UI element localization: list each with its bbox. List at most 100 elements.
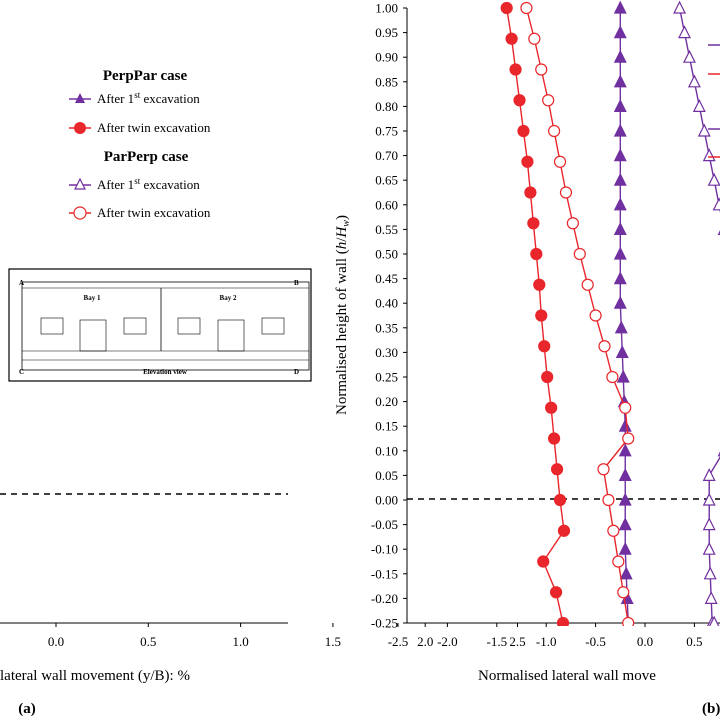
data-point bbox=[613, 123, 627, 137]
data-point bbox=[692, 99, 706, 113]
data-point bbox=[619, 566, 633, 580]
x-tick-label: -0.5 bbox=[585, 634, 606, 649]
legend-item-parperp-twin: After twin excavation bbox=[69, 205, 211, 220]
series bbox=[500, 1, 601, 720]
y-tick-label: 0.95 bbox=[375, 25, 398, 40]
data-point bbox=[708, 615, 720, 626]
panel-a-x-axis-label: lateral wall movement (y/B): % bbox=[0, 668, 190, 684]
data-point bbox=[613, 74, 627, 88]
y-tick-label: -0.20 bbox=[371, 591, 398, 606]
data-point bbox=[613, 295, 627, 309]
data-point bbox=[678, 25, 691, 39]
legend-marker-filled-triangle bbox=[75, 93, 85, 103]
y-tick-label: 0.90 bbox=[375, 50, 398, 65]
inset-bay-1: Bay 1 bbox=[84, 294, 101, 302]
data-point bbox=[548, 124, 561, 138]
data-point bbox=[533, 278, 546, 291]
data-point bbox=[505, 32, 518, 45]
data-point bbox=[622, 616, 635, 626]
data-point bbox=[687, 74, 701, 88]
panel-b-series bbox=[500, 0, 720, 720]
data-point bbox=[614, 320, 628, 334]
data-point bbox=[702, 541, 716, 555]
data-point bbox=[537, 555, 550, 568]
legend: PerpPar case After 1st excavation After … bbox=[69, 68, 211, 220]
panel-b-y-axis-label: Normalised height of wall (h/Hw) bbox=[334, 215, 352, 415]
legend-group-perppar: PerpPar case bbox=[103, 68, 188, 84]
data-point bbox=[521, 155, 534, 168]
legend-marker-filled-circle bbox=[74, 122, 86, 134]
data-point bbox=[613, 246, 627, 260]
panel-b-label: (b) bbox=[702, 701, 720, 717]
y-tick-label: 0.80 bbox=[375, 99, 398, 114]
svg-text:After 1st excavation: After 1st excavation bbox=[97, 90, 200, 106]
inset-corner-c: C bbox=[19, 368, 24, 376]
data-point bbox=[527, 217, 540, 230]
y-tick-label: -0.05 bbox=[371, 517, 398, 532]
data-point bbox=[535, 309, 548, 322]
panel-b: 1.00 0.95 0.90 0.85 0.80 0.75 0.70 0.65 0.60 0.55… bbox=[334, 0, 720, 720]
data-point bbox=[613, 0, 627, 14]
data-point bbox=[553, 155, 567, 168]
data-point bbox=[613, 148, 627, 162]
x-tick-label: 1.0 bbox=[232, 634, 248, 649]
data-point bbox=[703, 566, 717, 580]
x-tick-label: 0.0 bbox=[637, 634, 653, 649]
data-point bbox=[520, 1, 533, 15]
data-point bbox=[712, 197, 720, 211]
y-tick-label: 1.00 bbox=[375, 1, 398, 16]
data-point bbox=[702, 468, 716, 481]
x-tick-label: 2.0 bbox=[417, 634, 433, 649]
data-point bbox=[545, 401, 558, 414]
data-point bbox=[704, 591, 718, 605]
data-point bbox=[590, 716, 601, 720]
y-tick-label: -0.25 bbox=[371, 616, 398, 631]
inset-bay-2: Bay 2 bbox=[220, 294, 237, 302]
data-point bbox=[613, 99, 627, 113]
legend-item-parperp-1st: After 1st excavation bbox=[69, 176, 200, 192]
x-tick-label: 0.0 bbox=[48, 634, 64, 649]
legend-marker-open-circle bbox=[73, 206, 87, 220]
data-point bbox=[530, 247, 543, 261]
data-point bbox=[702, 492, 716, 506]
series bbox=[673, 0, 720, 626]
data-point bbox=[619, 401, 632, 414]
x-tick-label: -1.5 bbox=[487, 634, 508, 649]
data-point bbox=[602, 493, 615, 507]
data-point bbox=[618, 468, 632, 481]
x-tick-label: 0.5 bbox=[140, 634, 156, 649]
series bbox=[520, 1, 635, 626]
y-tick-label: 0.30 bbox=[375, 345, 398, 360]
data-point bbox=[589, 309, 602, 322]
data-point bbox=[707, 172, 720, 186]
data-point bbox=[549, 586, 563, 599]
data-point bbox=[697, 123, 711, 137]
data-point bbox=[702, 148, 716, 162]
panel-a-x-ticks: 0.0 0.5 1.0 1.5 2.0 2.5 bbox=[48, 623, 526, 649]
data-point bbox=[517, 124, 530, 138]
data-point bbox=[580, 691, 591, 702]
data-point bbox=[613, 172, 627, 186]
x-tick-label: -1.0 bbox=[536, 634, 557, 649]
x-tick-label: -2.0 bbox=[437, 634, 458, 649]
data-point bbox=[613, 222, 627, 235]
legend-marker-open-triangle bbox=[74, 177, 86, 190]
y-tick-label: 0.40 bbox=[375, 296, 398, 311]
data-point bbox=[618, 418, 632, 432]
legend-item-perppar-twin: After twin excavation bbox=[69, 120, 211, 135]
data-point bbox=[613, 49, 627, 63]
y-tick-label: 0.85 bbox=[375, 74, 398, 89]
y-tick-label: 0.65 bbox=[375, 173, 398, 188]
data-point bbox=[538, 340, 551, 353]
y-tick-label: 0.00 bbox=[375, 493, 398, 508]
inset-corner-a: A bbox=[19, 279, 24, 287]
data-point bbox=[613, 197, 627, 211]
data-point bbox=[598, 340, 611, 353]
data-point bbox=[565, 642, 576, 653]
y-tick-label: -0.10 bbox=[371, 542, 398, 557]
data-point bbox=[553, 493, 567, 507]
panel-a-label: (a) bbox=[18, 701, 36, 717]
data-point bbox=[548, 432, 561, 445]
y-tick-label: 0.10 bbox=[375, 443, 398, 458]
